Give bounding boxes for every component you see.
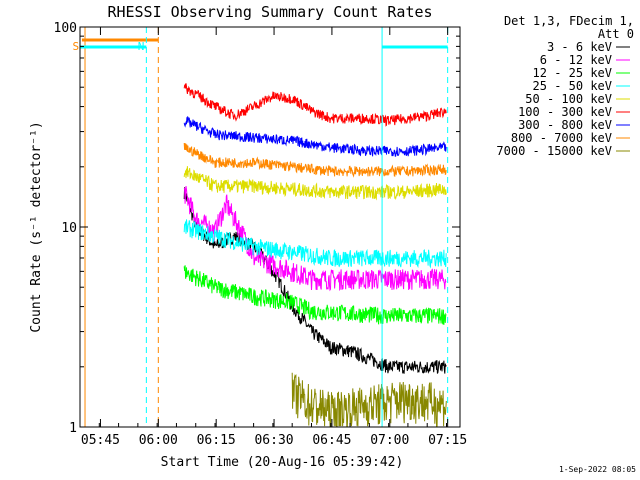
- series-line-1: [183, 186, 447, 292]
- series-line-8: [291, 372, 447, 427]
- legend-label: 300 - 800 keV: [518, 118, 612, 132]
- x-tick-label: 07:00: [370, 433, 409, 448]
- x-tick-label: 06:30: [254, 433, 293, 448]
- series-line-2: [183, 265, 447, 325]
- series-line-7: [183, 142, 447, 178]
- series-line-5: [183, 83, 447, 127]
- legend-label: 7000 - 15000 keV: [496, 144, 612, 158]
- y-tick-label: 10: [61, 221, 77, 236]
- x-tick-label: 05:45: [81, 433, 120, 448]
- y-tick-label: 100: [54, 21, 77, 36]
- series-line-3: [183, 219, 447, 269]
- legend-label: 100 - 300 keV: [518, 105, 612, 119]
- plot-frame: [79, 26, 461, 428]
- legend-label: 800 - 7000 keV: [511, 131, 612, 145]
- legend-label: 50 - 100 keV: [525, 92, 612, 106]
- y-axis-label: Count Rate (s⁻¹ detector⁻¹): [29, 121, 44, 332]
- x-axis-label: Start Time (20-Aug-16 05:39:42): [161, 455, 404, 470]
- chart-title: RHESSI Observing Summary Count Rates: [107, 3, 432, 21]
- legend-header-line-2: Att 0: [597, 27, 634, 41]
- legend-label: 25 - 50 keV: [533, 79, 612, 93]
- timestamp: 1-Sep-2022 08:05: [558, 465, 636, 474]
- series-line-6: [183, 115, 447, 157]
- x-tick-label: 06:15: [197, 433, 236, 448]
- legend-label: 6 - 12 keV: [540, 53, 612, 67]
- x-tick-label: 06:45: [312, 433, 351, 448]
- x-tick-label: 07:15: [428, 433, 467, 448]
- series-line-4: [183, 166, 447, 201]
- legend-label: 3 - 6 keV: [547, 40, 612, 54]
- legend-label: 12 - 25 keV: [533, 66, 612, 80]
- annotation-label: N: [138, 40, 145, 53]
- x-tick-label: 06:00: [139, 433, 178, 448]
- y-tick-label: 1: [69, 421, 77, 436]
- legend-header-line-1: Det 1,3, FDecim 1,: [503, 14, 634, 28]
- annotation-label: S: [73, 40, 80, 53]
